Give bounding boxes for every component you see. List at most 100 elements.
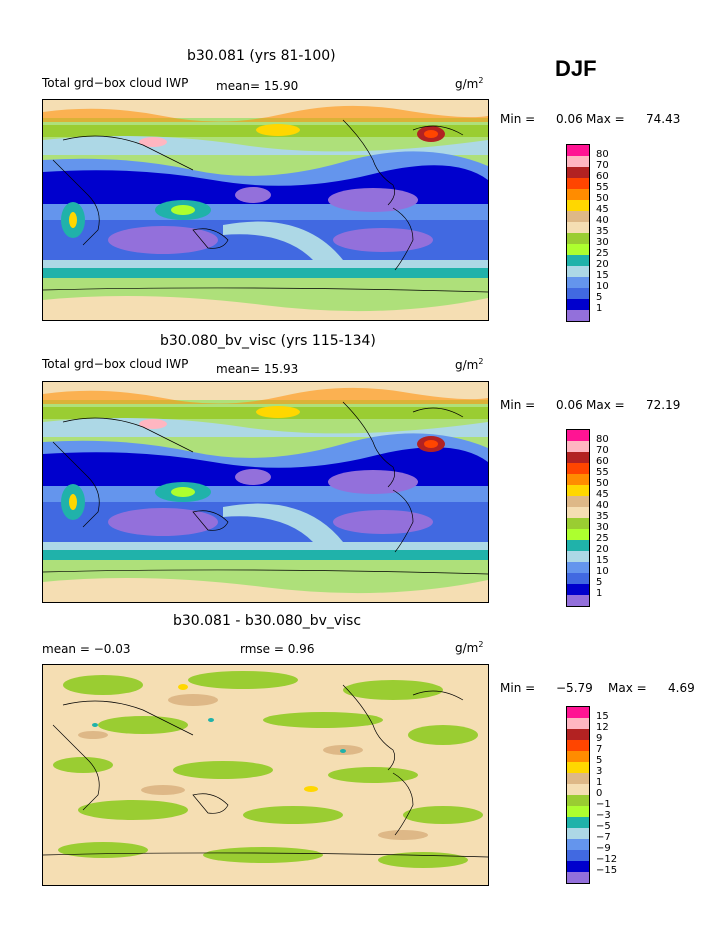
- colorbar-tick-label: 60: [596, 456, 609, 467]
- colorbar-tick-label: −1: [596, 799, 611, 810]
- colorbar-tick-label: 9: [596, 733, 603, 744]
- colorbar-tick-label: 20: [596, 259, 609, 270]
- panel1-field: Total grd−box cloud IWP: [42, 76, 189, 90]
- colorbar-tick-label: 10: [596, 566, 609, 577]
- colorbar-swatch: [567, 529, 589, 540]
- colorbar-swatch: [567, 518, 589, 529]
- panel2-field: Total grd−box cloud IWP: [42, 357, 189, 371]
- panel2-max-label: Max =: [586, 398, 625, 412]
- colorbar-swatch: [567, 430, 589, 441]
- colorbar-tick-label: 5: [596, 577, 603, 588]
- colorbar-tick-label: 55: [596, 182, 609, 193]
- colorbar-swatch: [567, 288, 589, 299]
- colorbar-tick-label: −7: [596, 832, 611, 843]
- panel3-min-value: −5.79: [556, 681, 593, 695]
- colorbar-swatch: [567, 474, 589, 485]
- colorbar-swatch: [567, 441, 589, 452]
- colorbar-swatch: [567, 255, 589, 266]
- colorbar-tick-label: 10: [596, 281, 609, 292]
- colorbar-tick-label: 70: [596, 160, 609, 171]
- colorbar-swatch: [567, 729, 589, 740]
- colorbar-tick-label: −15: [596, 865, 618, 876]
- panel1-min-label: Min =: [500, 112, 536, 126]
- colorbar-tick-label: 1: [596, 777, 603, 788]
- colorbar-tick-label: 15: [596, 555, 609, 566]
- panel3-colorbar: [566, 706, 590, 884]
- colorbar-tick-label: −9: [596, 843, 611, 854]
- colorbar-swatch: [567, 233, 589, 244]
- colorbar-tick-label: 25: [596, 533, 609, 544]
- colorbar-swatch: [567, 762, 589, 773]
- colorbar-tick-label: 35: [596, 226, 609, 237]
- season-label: DJF: [555, 56, 597, 81]
- colorbar-swatch: [567, 540, 589, 551]
- panel2-min-label: Min =: [500, 398, 536, 412]
- colorbar-swatch: [567, 496, 589, 507]
- colorbar-swatch: [567, 167, 589, 178]
- panel1-map-svg: [43, 100, 488, 320]
- colorbar-swatch: [567, 145, 589, 156]
- colorbar-tick-label: 50: [596, 478, 609, 489]
- colorbar-tick-label: 55: [596, 467, 609, 478]
- colorbar-tick-label: 35: [596, 511, 609, 522]
- colorbar-swatch: [567, 551, 589, 562]
- colorbar-tick-label: 30: [596, 237, 609, 248]
- panel1-title: b30.081 (yrs 81-100): [187, 48, 336, 64]
- colorbar-swatch: [567, 507, 589, 518]
- colorbar-tick-label: 12: [596, 722, 609, 733]
- panel1-min-value: 0.06: [556, 112, 583, 126]
- colorbar-tick-label: 45: [596, 489, 609, 500]
- colorbar-swatch: [567, 751, 589, 762]
- colorbar-tick-label: 20: [596, 544, 609, 555]
- colorbar-swatch: [567, 872, 589, 883]
- colorbar-swatch: [567, 850, 589, 861]
- colorbar-tick-label: 80: [596, 149, 609, 160]
- colorbar-swatch: [567, 463, 589, 474]
- colorbar-swatch: [567, 718, 589, 729]
- colorbar-swatch: [567, 310, 589, 321]
- colorbar-tick-label: 5: [596, 755, 603, 766]
- colorbar-swatch: [567, 861, 589, 872]
- colorbar-swatch: [567, 707, 589, 718]
- panel2-units: g/m2: [455, 357, 484, 372]
- panel3-mean: mean = −0.03: [42, 642, 131, 656]
- colorbar-tick-label: −5: [596, 821, 611, 832]
- colorbar-tick-label: 3: [596, 766, 603, 777]
- colorbar-swatch: [567, 795, 589, 806]
- panel3-title: b30.081 - b30.080_bv_visc: [173, 613, 362, 629]
- colorbar-swatch: [567, 299, 589, 310]
- panel1-units: g/m2: [455, 76, 484, 91]
- panel2-min-value: 0.06: [556, 398, 583, 412]
- colorbar-tick-label: 5: [596, 292, 603, 303]
- colorbar-tick-label: 45: [596, 204, 609, 215]
- panel2-max-value: 72.19: [646, 398, 681, 412]
- colorbar-swatch: [567, 277, 589, 288]
- colorbar-swatch: [567, 806, 589, 817]
- colorbar-swatch: [567, 266, 589, 277]
- colorbar-tick-label: 60: [596, 171, 609, 182]
- panel3-rmse: rmse = 0.96: [240, 642, 315, 656]
- colorbar-tick-label: 70: [596, 445, 609, 456]
- colorbar-tick-label: −12: [596, 854, 618, 865]
- panel2-map: [42, 381, 489, 603]
- colorbar-swatch: [567, 784, 589, 795]
- colorbar-tick-label: 40: [596, 215, 609, 226]
- panel1-map: [42, 99, 489, 321]
- colorbar-tick-label: 80: [596, 434, 609, 445]
- panel2-title: b30.080_bv_visc (yrs 115-134): [160, 333, 376, 349]
- panel2-colorbar: [566, 429, 590, 607]
- colorbar-swatch: [567, 211, 589, 222]
- colorbar-swatch: [567, 200, 589, 211]
- panel1-max-value: 74.43: [646, 112, 681, 126]
- colorbar-tick-label: 30: [596, 522, 609, 533]
- colorbar-tick-label: 7: [596, 744, 603, 755]
- colorbar-swatch: [567, 178, 589, 189]
- panel3-map-svg: [43, 665, 488, 885]
- colorbar-tick-label: −3: [596, 810, 611, 821]
- colorbar-tick-label: 15: [596, 711, 609, 722]
- panel3-units: g/m2: [455, 640, 484, 655]
- colorbar-tick-label: 15: [596, 270, 609, 281]
- colorbar-swatch: [567, 839, 589, 850]
- colorbar-swatch: [567, 773, 589, 784]
- panel1-max-label: Max =: [586, 112, 625, 126]
